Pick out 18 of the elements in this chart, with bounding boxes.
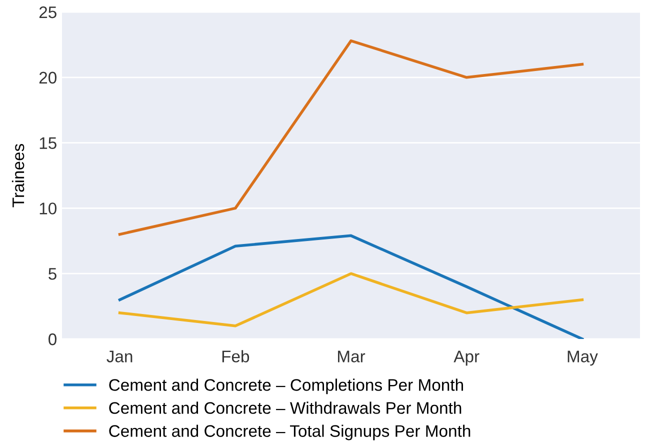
line-series (118, 39, 584, 236)
legend-label: Cement and Concrete – Total Signups Per Month (109, 424, 470, 440)
y-tick-label: 15 (40, 137, 56, 150)
x-tick-label: Apr (454, 350, 480, 366)
x-tick-label: Mar (338, 350, 366, 362)
line-series (118, 234, 584, 339)
x-tick-label: May (568, 350, 598, 366)
y-axis-title: Trainees (12, 144, 24, 208)
legend-label: Cement and Concrete – Completions Per Month (109, 378, 463, 394)
y-tick-label: 20 (39, 72, 56, 84)
x-tick-label: Jan (106, 350, 132, 362)
y-tick-label: 5 (48, 268, 56, 280)
y-tick-label: 10 (40, 202, 56, 214)
x-tick-label: Feb (222, 350, 250, 362)
y-tick-label: 0 (48, 333, 56, 346)
legend-label: Cement and Concrete – Withdrawals Per Month (109, 402, 462, 414)
y-tick-label: 25 (39, 6, 56, 18)
line-series (118, 272, 584, 328)
